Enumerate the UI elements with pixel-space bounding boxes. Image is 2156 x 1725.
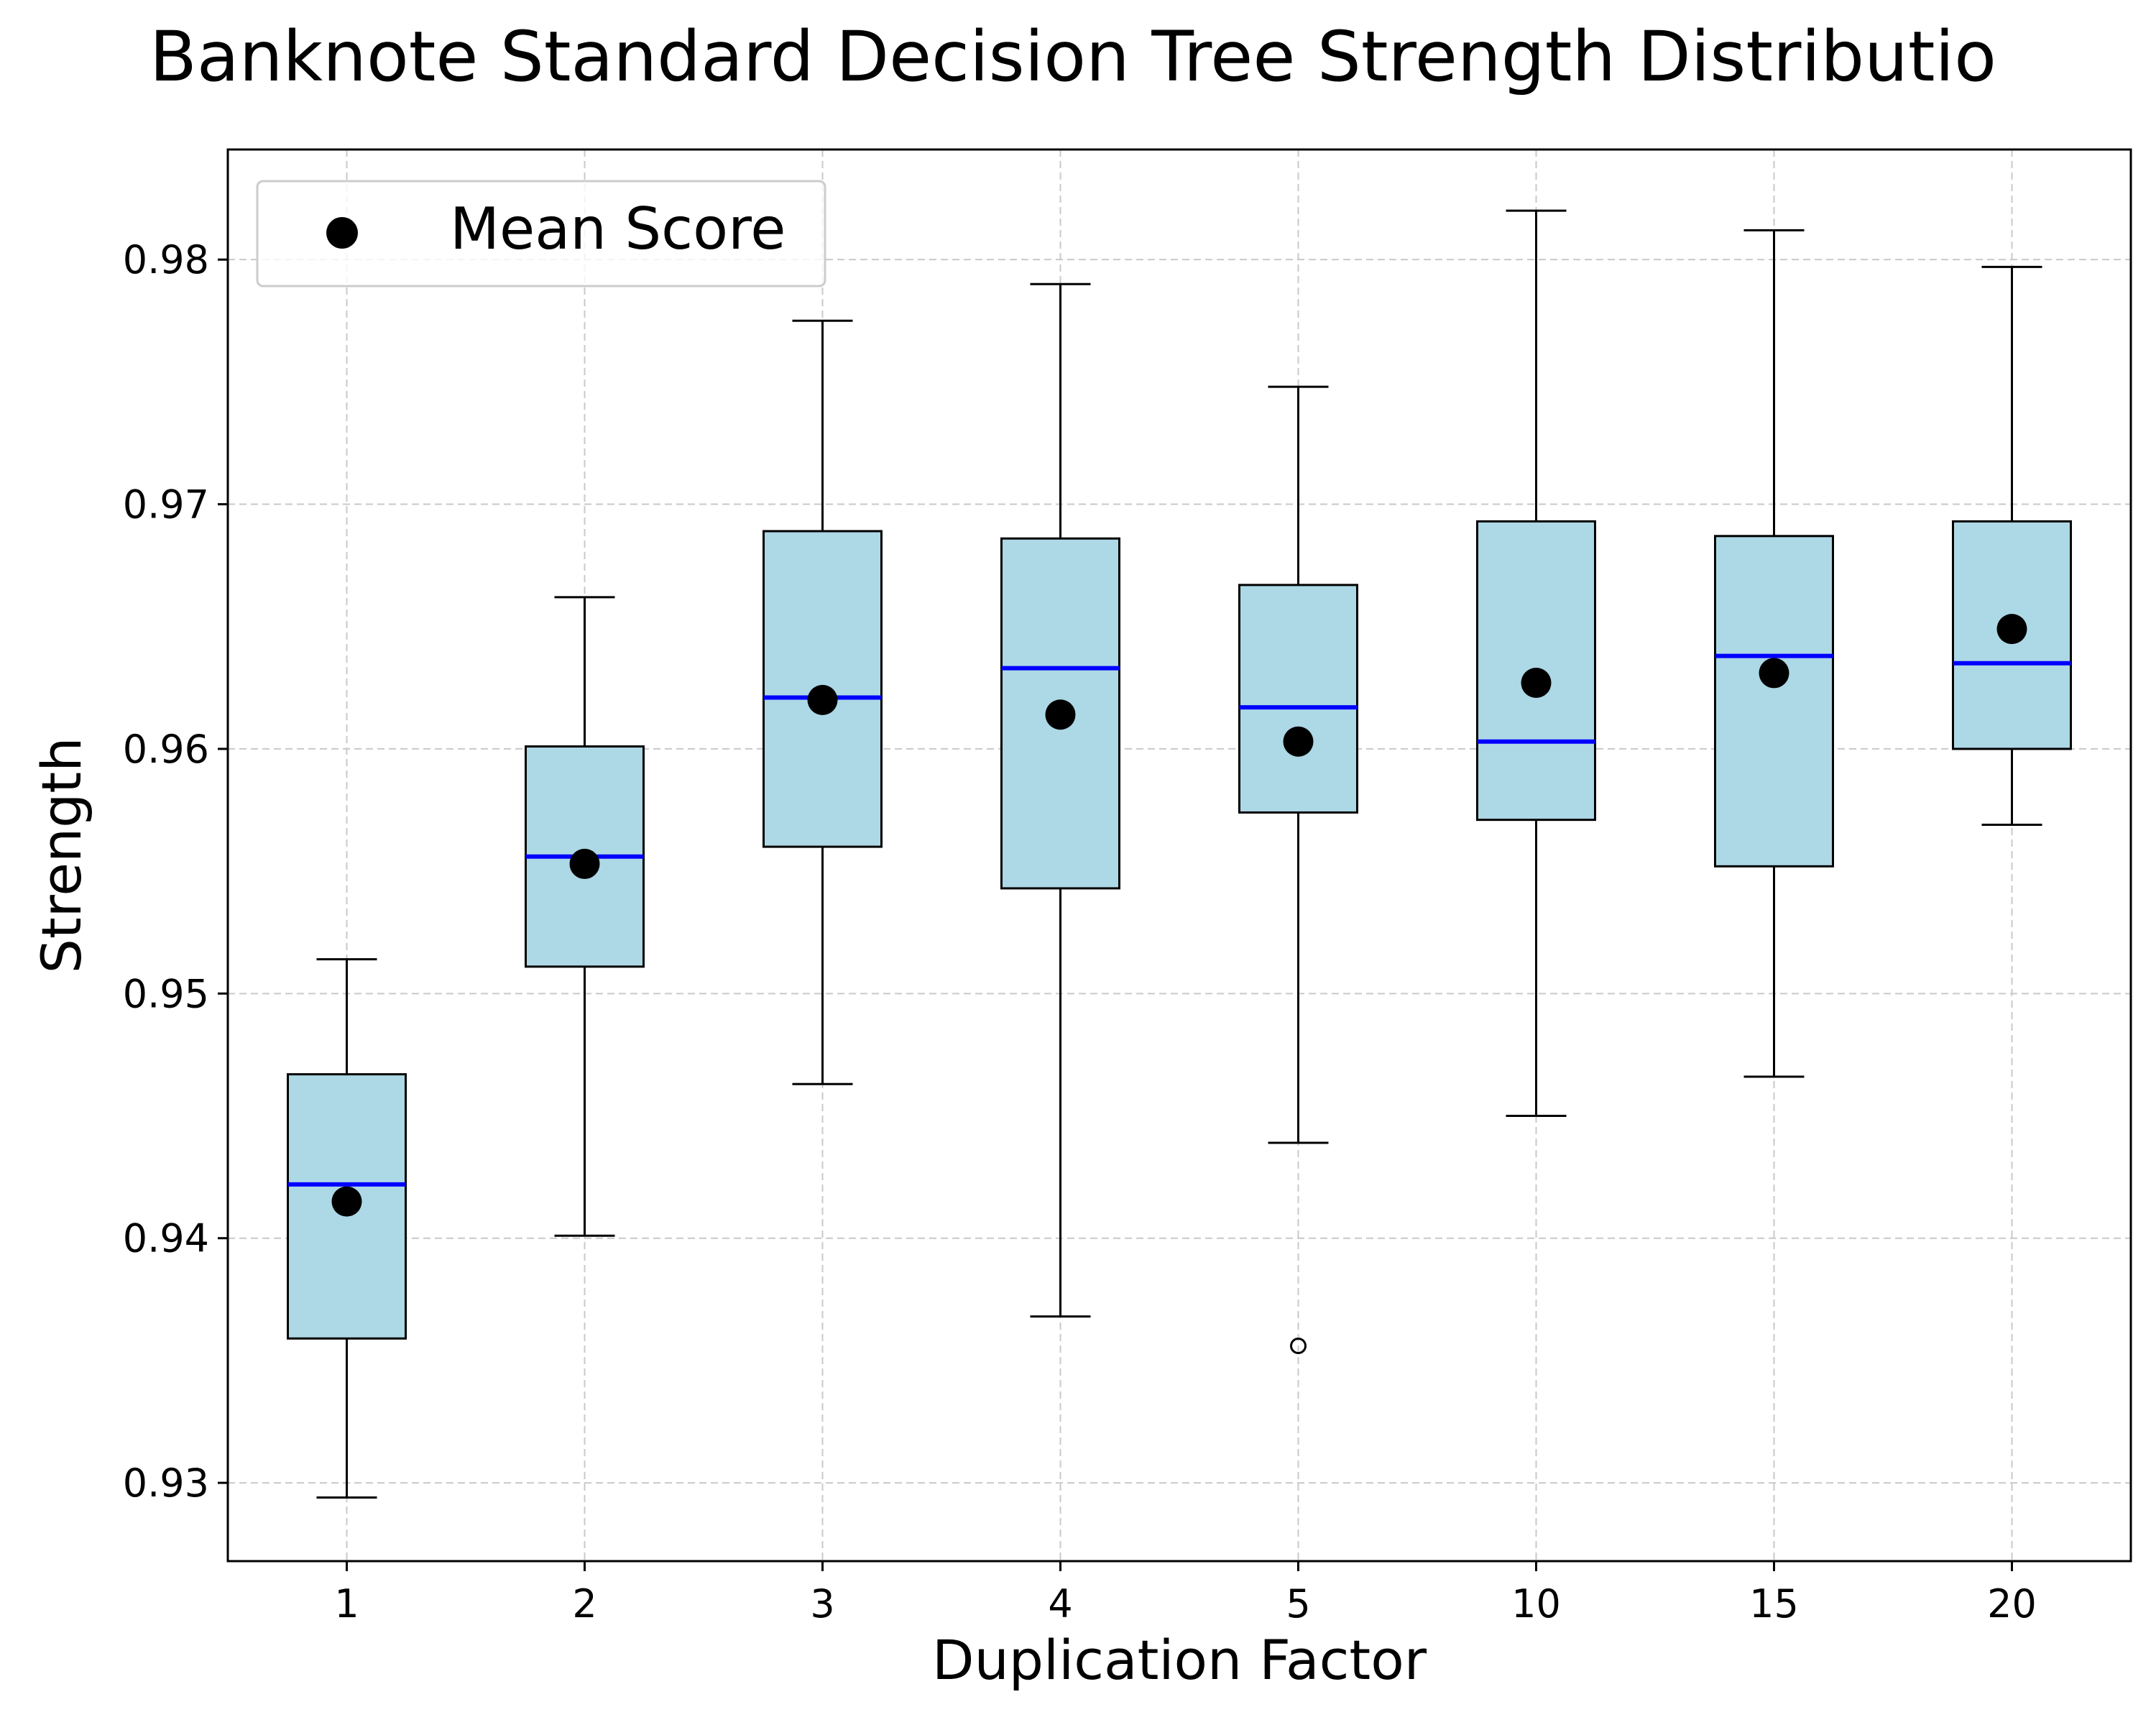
x-tick-label: 5 [1286, 1581, 1310, 1627]
box-group-20 [1952, 265, 2072, 826]
y-axis-label: Strength [29, 737, 93, 974]
legend: Mean Score [256, 180, 826, 288]
legend-mean-marker [326, 217, 358, 249]
mean-marker [1283, 726, 1314, 757]
box-group-10 [1476, 209, 1596, 1118]
x-tick-label: 2 [572, 1581, 596, 1627]
mean-marker [1996, 614, 2027, 645]
mean-marker [807, 684, 838, 715]
box-group-4 [1000, 282, 1120, 1318]
mean-marker [331, 1186, 362, 1217]
x-tick-label: 3 [810, 1581, 834, 1627]
y-tick-label: 0.96 [123, 727, 209, 772]
mean-marker [1759, 658, 1789, 689]
chart-title: Banknote Standard Decision Tree Strength… [149, 17, 1996, 97]
mean-marker [1045, 699, 1076, 730]
tick-layer: 0.93 0.94 0.95 0.96 0.97 0.98 1 2 3 4 5 10 15 20 [123, 237, 2037, 1627]
x-axis-label: Duplication Factor [932, 1628, 1427, 1692]
box-group-5 [1238, 385, 1358, 1354]
box-group-1 [287, 958, 407, 1499]
y-tick-label: 0.93 [123, 1460, 209, 1506]
mean-marker [1521, 668, 1552, 699]
box-group-2 [525, 596, 645, 1237]
y-tick-label: 0.97 [123, 482, 209, 528]
x-tick-label: 4 [1048, 1581, 1072, 1627]
axes-frame [226, 148, 2132, 1563]
y-tick-label: 0.95 [123, 971, 209, 1016]
box-group-3 [763, 319, 883, 1085]
outlier-point [1290, 1337, 1307, 1354]
box-layer [287, 209, 2072, 1499]
legend-frame [256, 180, 826, 288]
mean-marker [569, 848, 600, 879]
y-tick-label: 0.94 [123, 1216, 209, 1261]
x-tick-label: 15 [1749, 1581, 1799, 1627]
legend-label-mean-score: Mean Score [450, 196, 786, 262]
box-group-15 [1714, 229, 1834, 1078]
x-tick-label: 1 [334, 1581, 359, 1627]
x-tick-label: 20 [1987, 1581, 2037, 1627]
iqr-box [1714, 535, 1834, 868]
y-tick-label: 0.98 [123, 237, 209, 282]
iqr-box [1238, 584, 1358, 814]
plot-area: 0.93 0.94 0.95 0.96 0.97 0.98 1 2 3 4 5 10 15 20 [123, 148, 2132, 1627]
x-tick-label: 10 [1511, 1581, 1561, 1627]
